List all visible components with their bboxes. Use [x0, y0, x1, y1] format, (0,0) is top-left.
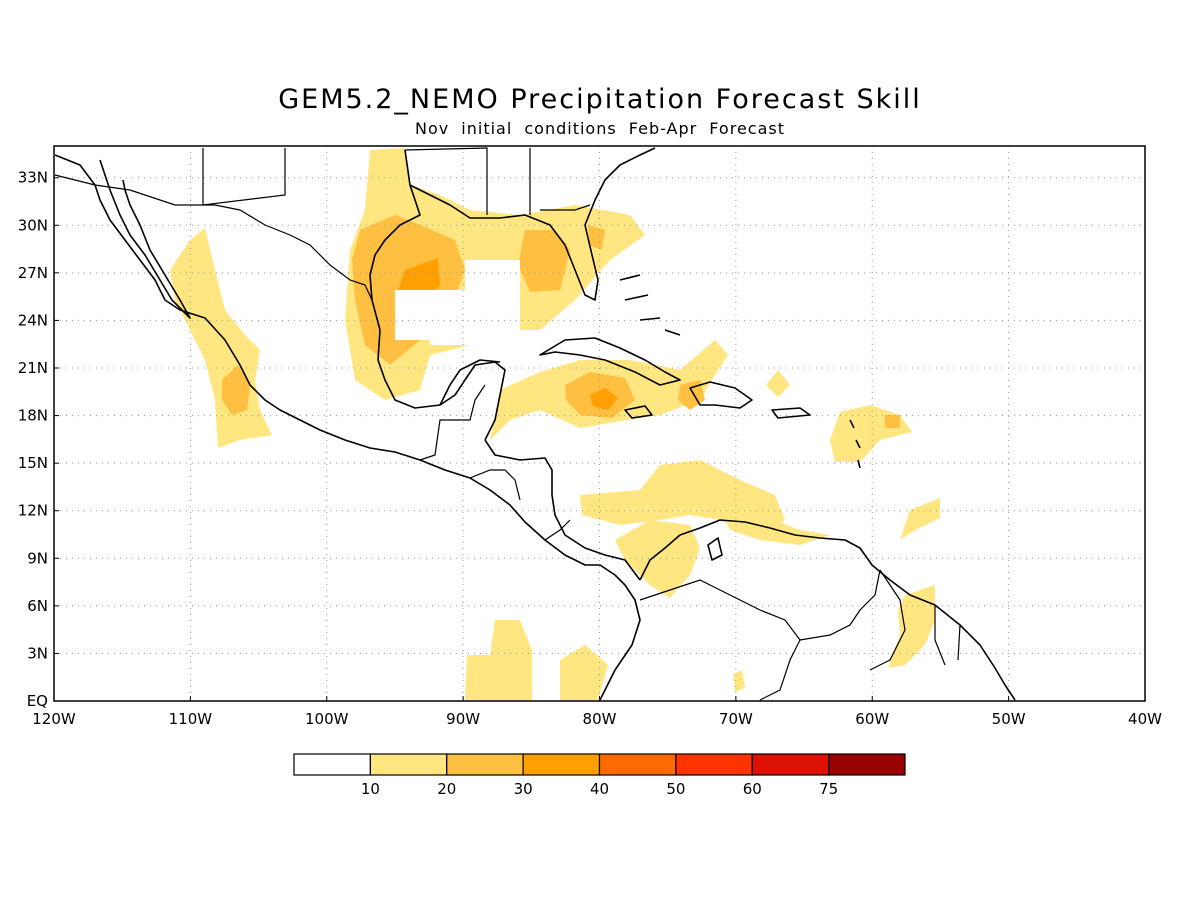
- colorbar-swatch: [598, 753, 677, 776]
- colorbar-swatch: [751, 753, 830, 776]
- borders: [54, 147, 961, 701]
- lat-tick-label: 27N: [18, 264, 48, 282]
- lon-tick-label: 40W: [1128, 710, 1162, 728]
- coastlines: [54, 147, 1016, 701]
- map-subtitle: Nov initial conditions Feb-Apr Forecast: [414, 119, 785, 138]
- skill-region-antilles: [830, 405, 912, 462]
- skill-region-florida-2: [588, 225, 605, 250]
- lat-tick-label: 15N: [18, 454, 48, 472]
- lon-tick-label: 100W: [305, 710, 349, 728]
- skill-region-pacific-1: [465, 620, 532, 700]
- colorbar-label: 60: [743, 780, 762, 798]
- colorbar-swatch: [828, 753, 906, 776]
- map-title: GEM5.2_NEMO Precipitation Forecast Skill: [278, 84, 922, 115]
- colorbar-label: 50: [666, 780, 685, 798]
- colorbar-label: 75: [819, 780, 838, 798]
- lon-tick-label: 80W: [583, 710, 617, 728]
- colorbar-swatch: [446, 753, 524, 776]
- skill-region-guiana: [888, 585, 935, 668]
- skill-region-wmexico: [170, 228, 272, 448]
- skill-region-atlantic-small: [766, 370, 790, 397]
- skill-region-florida: [518, 230, 570, 292]
- lat-tick-label: 6N: [27, 597, 48, 615]
- lat-tick-labels: EQ 3N 6N 9N 12N 15N 18N 21N 24N 27N 30N 33N: [18, 169, 59, 710]
- lat-tick-label: 33N: [18, 169, 48, 187]
- lon-tick-label: 90W: [446, 710, 480, 728]
- lon-tick-labels: 120W 110W 100W 90W 80W 70W 60W 50W 40W: [32, 696, 1162, 728]
- colorbar: 10 20 30 40 50 60 75: [293, 753, 906, 798]
- skill-region-colombia: [615, 520, 700, 598]
- colorbar-label: 20: [437, 780, 456, 798]
- lat-tick-label: 3N: [27, 644, 48, 662]
- colorbar-swatch: [293, 753, 371, 776]
- grid-lines: [54, 146, 1145, 701]
- lat-tick-label: 9N: [27, 549, 48, 567]
- colorbar-label: 30: [514, 780, 533, 798]
- lon-tick-label: 120W: [32, 710, 76, 728]
- lat-tick-label: 24N: [18, 311, 48, 329]
- lon-tick-label: 70W: [719, 710, 753, 728]
- colorbar-swatch: [369, 753, 448, 776]
- skill-region-atlantic-e: [900, 498, 940, 540]
- lat-tick-label: 30N: [18, 216, 48, 234]
- colorbar-label: 10: [361, 780, 380, 798]
- lon-tick-label: 50W: [992, 710, 1026, 728]
- lat-tick-label: 12N: [18, 502, 48, 520]
- lat-tick-label: EQ: [27, 692, 48, 710]
- colorbar-swatch: [522, 753, 601, 776]
- lat-tick-label: 21N: [18, 359, 48, 377]
- colorbar-swatch: [675, 753, 753, 776]
- skill-region-jamaica-max: [590, 388, 618, 410]
- lon-tick-label: 60W: [855, 710, 889, 728]
- lat-tick-label: 18N: [18, 407, 48, 425]
- skill-region-wmexico-core: [222, 365, 250, 415]
- lon-tick-label: 110W: [169, 710, 213, 728]
- colorbar-label: 40: [590, 780, 609, 798]
- skill-region-pacific-2: [560, 645, 608, 700]
